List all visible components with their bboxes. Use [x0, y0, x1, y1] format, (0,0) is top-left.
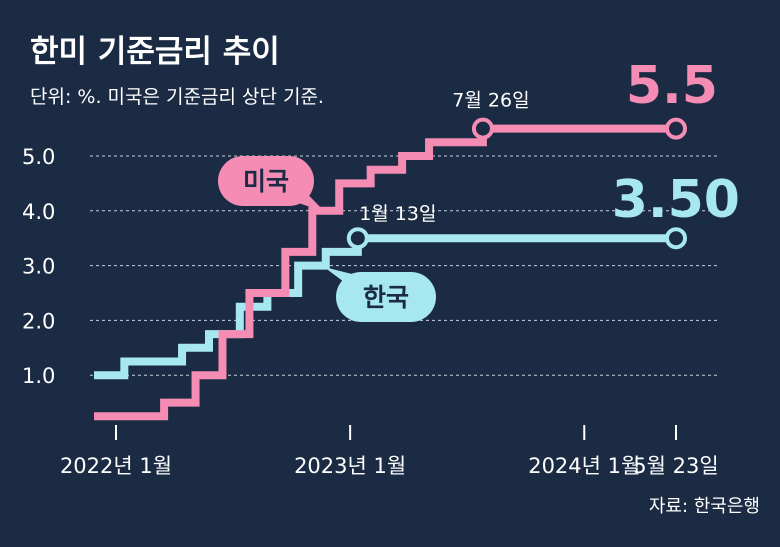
us-name-callout-shape	[218, 156, 314, 206]
source-note: 자료: 한국은행	[649, 496, 760, 517]
us-name-callout-text: 미국	[243, 167, 289, 196]
series-line-us	[94, 124, 676, 421]
us-event-marker	[471, 117, 494, 140]
y-axis: 1.0 2.0 3.0 4.0 5.0	[22, 145, 55, 388]
korea-name-callout-text: 한국	[363, 283, 409, 312]
korea-name-callout: 한국	[324, 267, 436, 322]
korea-end-value: 3.50	[612, 170, 740, 230]
y-tick-label: 1.0	[22, 364, 55, 388]
y-tick-label: 4.0	[22, 200, 55, 224]
korea-name-callout-shape	[336, 272, 436, 322]
korea-event-label: 1월 13일	[359, 203, 436, 225]
korea-event-marker	[346, 227, 369, 250]
us-end-value: 5.5	[626, 56, 718, 116]
y-tick-label: 5.0	[22, 145, 55, 169]
x-tick-label: 2022년 1월	[60, 454, 172, 478]
us-event-label: 7월 26일	[452, 90, 529, 112]
y-tick-label: 3.0	[22, 255, 55, 279]
us-name-callout: 미국	[218, 156, 325, 212]
chart-title: 한미 기준금리 추이	[30, 34, 280, 70]
x-tick-label: 2023년 1월	[294, 454, 406, 478]
x-tick-label: 5월 23일	[633, 454, 718, 478]
us-end-marker	[665, 117, 687, 140]
series-layer	[94, 117, 687, 421]
series-line-korea	[94, 234, 676, 380]
korea-end-marker	[665, 227, 687, 250]
chart-subtitle: 단위: %. 미국은 기준금리 상단 기준.	[30, 86, 324, 108]
x-tick-label: 2024년 1월	[528, 454, 640, 478]
y-tick-label: 2.0	[22, 309, 55, 333]
